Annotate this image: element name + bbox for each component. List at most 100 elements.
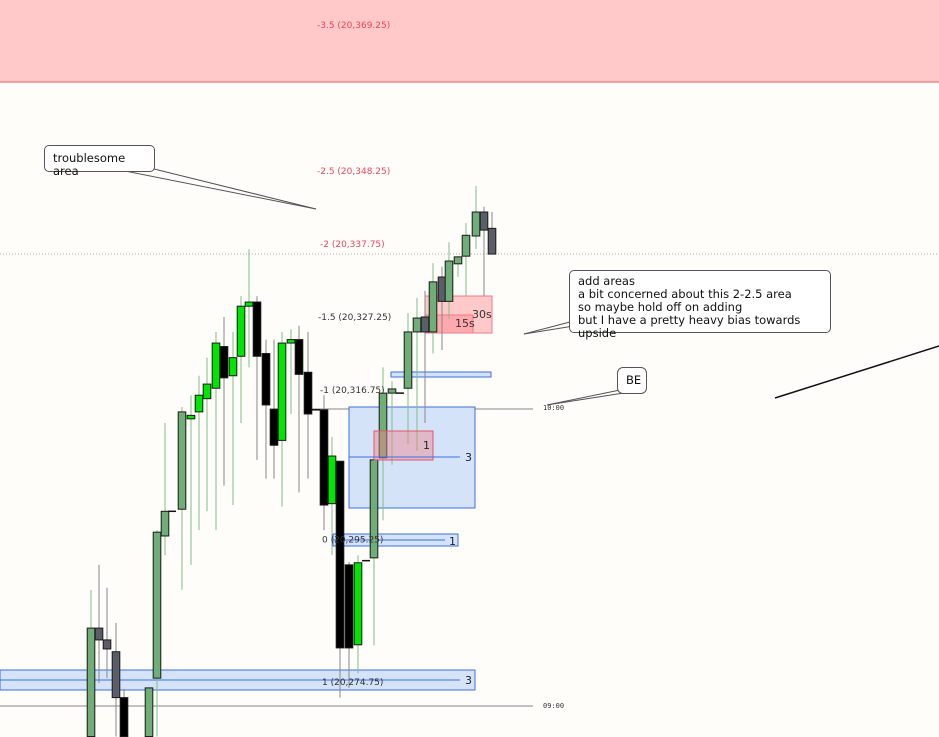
candle	[294, 325, 304, 493]
candle-body	[186, 414, 196, 420]
candle-body	[453, 256, 463, 265]
candle-body	[111, 651, 121, 699]
note-line: add areas	[578, 274, 635, 288]
candle-body	[152, 531, 162, 679]
candle	[160, 423, 170, 556]
candle	[444, 242, 454, 319]
candle-body	[277, 342, 287, 441]
candle	[86, 589, 96, 737]
candle-body	[479, 211, 489, 231]
candle	[194, 375, 204, 531]
candle-body	[177, 411, 187, 510]
trend-line[interactable]	[774, 345, 939, 399]
candle	[211, 331, 221, 531]
candle	[353, 555, 363, 674]
add-areas-pointer-2	[523, 321, 571, 335]
candle	[487, 212, 497, 255]
candle	[202, 357, 212, 512]
candle	[319, 395, 329, 531]
label-15s: 15s	[455, 317, 475, 330]
candle-body	[144, 687, 154, 737]
candle-body	[461, 234, 471, 257]
candle	[344, 562, 354, 688]
candle-body	[403, 331, 413, 389]
candle-body	[428, 281, 438, 333]
time-label-1000: 10:00	[543, 404, 564, 412]
candle	[102, 587, 112, 679]
note-line: so maybe hold off on adding	[578, 300, 743, 314]
label-blue-mid: 1	[449, 535, 456, 548]
candle	[479, 206, 489, 297]
candle	[277, 331, 287, 507]
fib-level-label: 1 (20,274.75)	[322, 678, 383, 688]
candle	[244, 249, 254, 368]
candle	[378, 367, 388, 521]
candle-body	[160, 510, 170, 537]
candle	[335, 460, 345, 698]
candle-body	[102, 639, 112, 650]
candle	[387, 381, 397, 465]
candle-body	[261, 352, 271, 406]
candle-body	[294, 339, 304, 375]
note-be[interactable]: BE	[617, 367, 647, 394]
fib-level-label: -2.5 (20,348.25)	[317, 167, 390, 177]
fib-level-label: -1 (20,316.75)	[320, 386, 385, 396]
candle-body	[244, 301, 254, 307]
label-blue-bottom: 3	[465, 674, 472, 687]
label-big-blue: 3	[465, 451, 472, 464]
candle	[461, 223, 471, 297]
candle	[119, 688, 129, 737]
candle-body	[211, 342, 221, 389]
time-label-0900: 09:00	[543, 702, 564, 710]
note-troublesome-area[interactable]: troublesome area	[44, 145, 155, 178]
label-red-small: 1	[423, 439, 430, 452]
candle	[369, 459, 379, 646]
fib-level-label: -1.5 (20,327.25)	[318, 313, 391, 323]
candle	[152, 530, 162, 737]
candle-body	[487, 227, 497, 255]
candle-body	[252, 301, 262, 357]
fib-level-label: -3.5 (20,369.25)	[317, 21, 390, 31]
candle	[286, 329, 296, 414]
candle	[471, 185, 481, 250]
candle-body	[219, 346, 229, 379]
candle	[144, 687, 154, 737]
candle	[228, 331, 238, 506]
candle	[236, 296, 246, 424]
candle	[303, 331, 313, 479]
candle	[403, 313, 413, 444]
candle	[261, 339, 271, 479]
candle	[186, 395, 196, 565]
candle-body	[327, 455, 337, 505]
red-zone-top	[0, 0, 939, 82]
be-pointer	[546, 391, 631, 406]
candle-body	[353, 562, 363, 646]
label-30s: 30s	[472, 308, 492, 321]
candle-body	[236, 305, 246, 357]
candle-body	[269, 408, 279, 446]
candle-body	[228, 357, 238, 377]
fib-level-label: -2 (20,337.75)	[320, 240, 385, 250]
note-add-areas[interactable]: add areas a bit concerned about this 2-2…	[569, 270, 831, 340]
candle	[219, 316, 229, 486]
candle	[428, 263, 438, 354]
candle-body	[303, 371, 313, 415]
candle	[111, 622, 121, 737]
note-line: but I have a pretty heavy bias towards u…	[578, 313, 801, 340]
red-zone-small[interactable]	[373, 430, 434, 461]
candle-body	[335, 460, 345, 649]
candle	[269, 339, 279, 479]
troublesome-pointer-2	[124, 170, 317, 210]
candle-body	[437, 276, 447, 302]
troublesome-pointer	[149, 167, 317, 210]
candle-body	[194, 394, 204, 413]
candle-body	[319, 409, 329, 506]
candle-body	[444, 260, 454, 302]
blue-zone-thin[interactable]	[390, 371, 492, 378]
candle	[453, 256, 463, 278]
candle-body	[344, 564, 354, 649]
candle-body	[286, 339, 296, 344]
fib-level-label: 0 (20,295.25)	[322, 535, 383, 545]
candle-body	[387, 388, 397, 394]
